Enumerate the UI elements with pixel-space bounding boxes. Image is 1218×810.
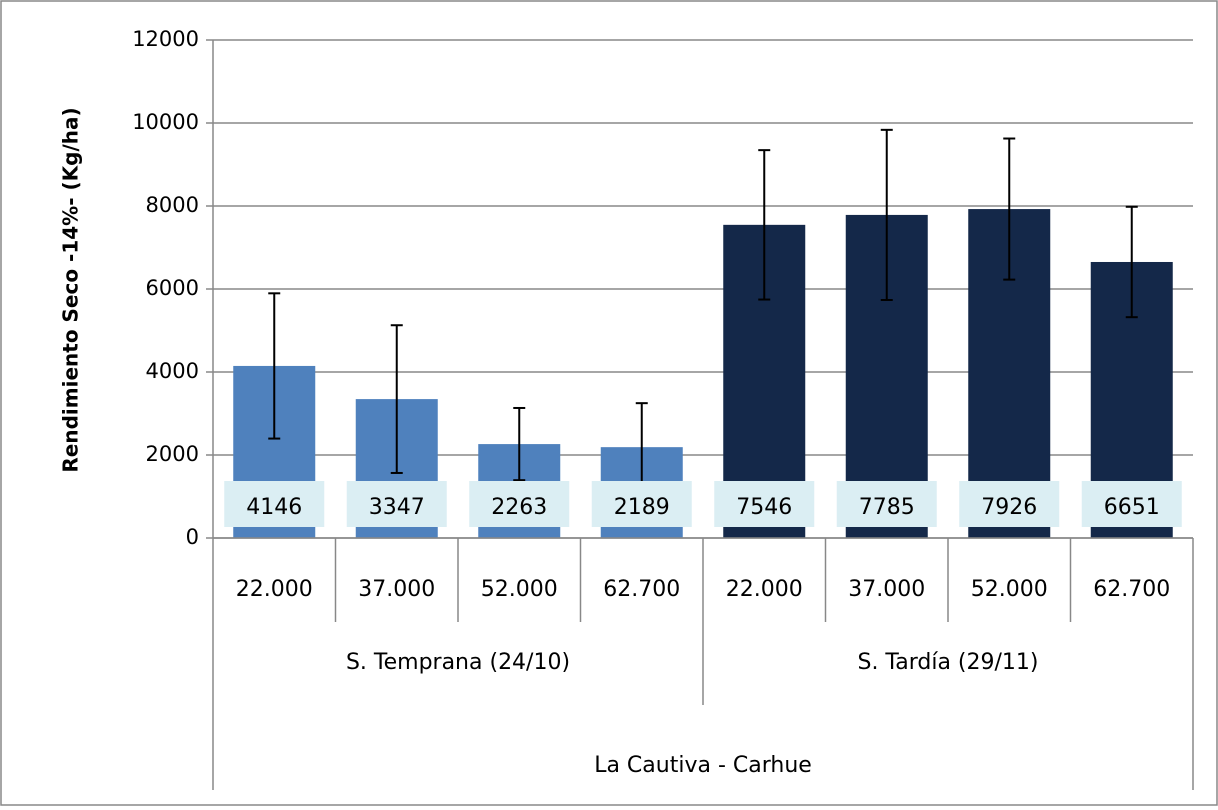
data-label-box [224, 481, 325, 527]
y-axis-label: Rendimiento Seco -14%- (Kg/ha) [59, 107, 83, 472]
y-tick-label: 10000 [132, 110, 199, 134]
group-label: S. Tardía (29/11) [857, 650, 1038, 675]
data-label: 7785 [859, 495, 915, 520]
x-tick-label: 22.000 [236, 577, 313, 602]
y-tick-label: 6000 [146, 276, 199, 300]
data-label-box [1081, 481, 1182, 527]
data-label-box [714, 481, 815, 527]
x-tick-label: 62.700 [1093, 577, 1170, 602]
data-label: 6651 [1104, 495, 1160, 520]
outer-category-label: La Cautiva - Carhue [594, 753, 812, 778]
x-tick-label: 52.000 [481, 577, 558, 602]
y-tick-label: 12000 [132, 27, 199, 51]
data-label-box [836, 481, 937, 527]
data-label-box [959, 481, 1060, 527]
data-label: 7926 [981, 495, 1037, 520]
x-tick-label: 62.700 [603, 577, 680, 602]
y-tick-label: 0 [186, 525, 199, 549]
data-label-box [591, 481, 692, 527]
y-tick-label: 4000 [146, 359, 199, 383]
x-tick-label: 37.000 [848, 577, 925, 602]
y-tick-label: 8000 [146, 193, 199, 217]
data-label-box [469, 481, 570, 527]
data-label-box [346, 481, 447, 527]
data-label: 4146 [246, 495, 302, 520]
x-tick-label: 52.000 [971, 577, 1048, 602]
group-label: S. Temprana (24/10) [346, 650, 570, 675]
data-label: 2263 [491, 495, 547, 520]
y-tick-label: 2000 [146, 442, 199, 466]
data-label: 3347 [369, 495, 425, 520]
x-tick-label: 22.000 [726, 577, 803, 602]
x-tick-label: 37.000 [358, 577, 435, 602]
data-label: 2189 [614, 495, 670, 520]
data-label: 7546 [736, 495, 792, 520]
